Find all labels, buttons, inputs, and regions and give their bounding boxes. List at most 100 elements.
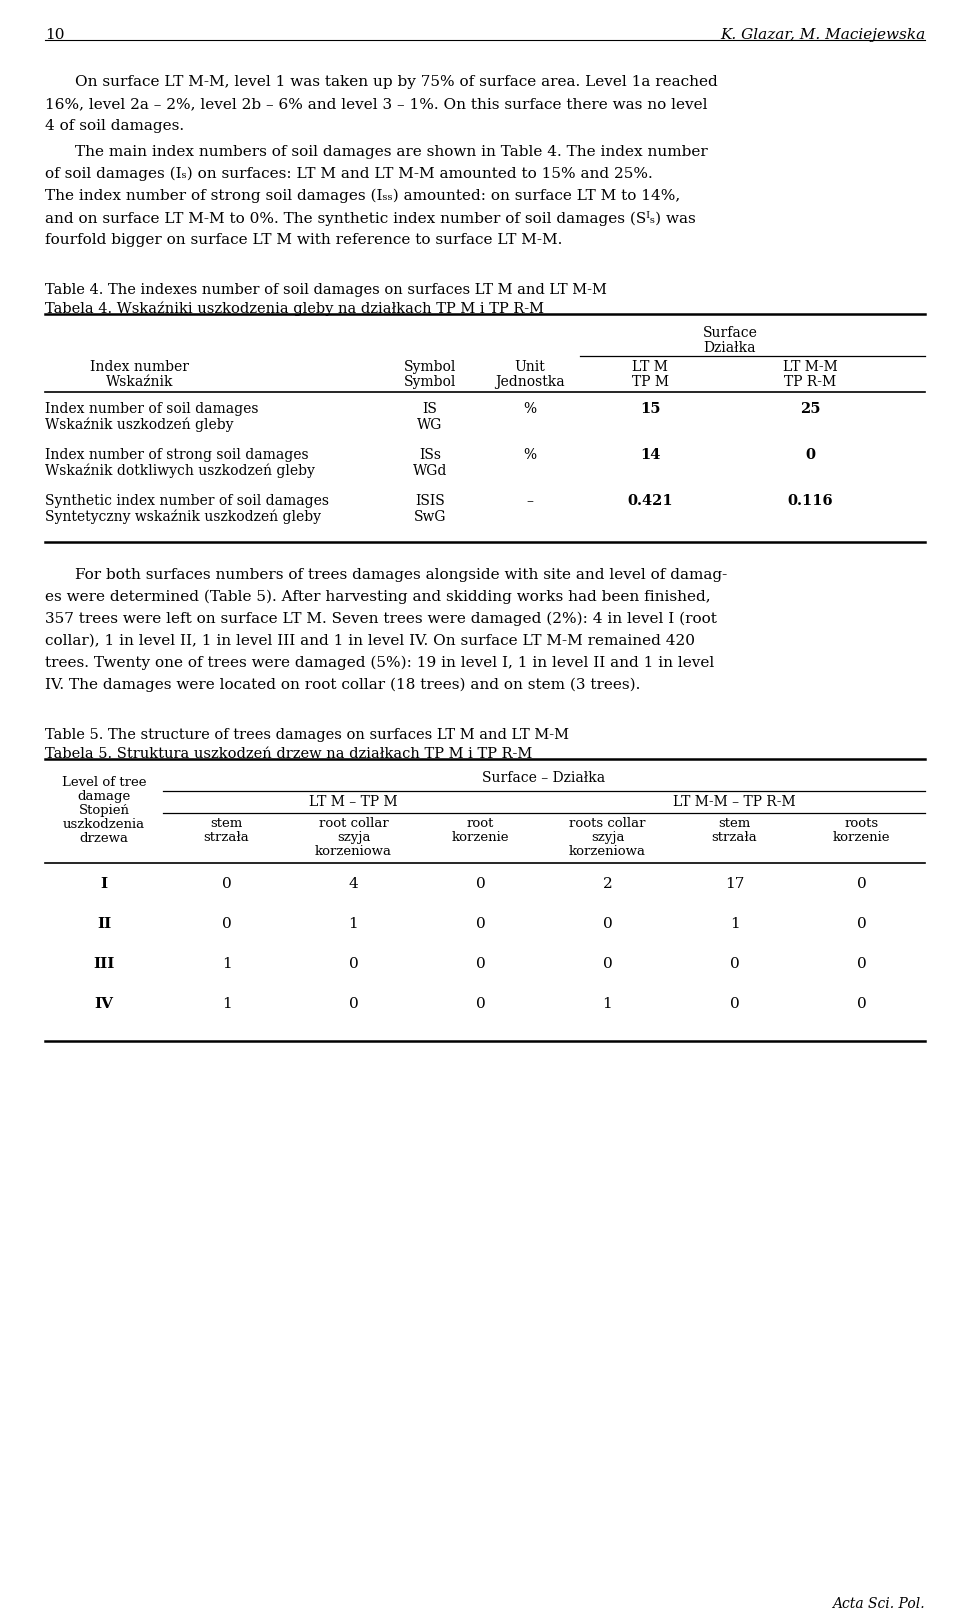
Text: 0: 0 — [348, 957, 358, 972]
Text: The index number of strong soil damages (Iₛₛ) amounted: on surface LT M to 14%,: The index number of strong soil damages … — [45, 189, 681, 203]
Text: Index number of strong soil damages: Index number of strong soil damages — [45, 449, 308, 462]
Text: 0: 0 — [856, 876, 866, 891]
Text: 0: 0 — [475, 917, 486, 931]
Text: trees. Twenty one of trees were damaged (5%): 19 in level I, 1 in level II and 1: trees. Twenty one of trees were damaged … — [45, 655, 714, 670]
Text: Wskaźnik dotkliwych uszkodzeń gleby: Wskaźnik dotkliwych uszkodzeń gleby — [45, 463, 315, 478]
Text: III: III — [93, 957, 114, 972]
Text: 4 of soil damages.: 4 of soil damages. — [45, 119, 184, 132]
Text: ISIS: ISIS — [415, 494, 444, 508]
Text: Działka: Działka — [704, 341, 756, 355]
Text: LT M-M – TP R-M: LT M-M – TP R-M — [673, 796, 796, 809]
Text: Tabela 4. Wskaźniki uszkodzenia gleby na działkach TP M i TP R-M: Tabela 4. Wskaźniki uszkodzenia gleby na… — [45, 302, 544, 316]
Text: 0.421: 0.421 — [627, 494, 673, 508]
Text: LT M: LT M — [632, 360, 668, 374]
Text: 14: 14 — [639, 449, 660, 462]
Text: 0: 0 — [856, 917, 866, 931]
Text: 1: 1 — [603, 997, 612, 1010]
Text: collar), 1 in level II, 1 in level III and 1 in level IV. On surface LT M-M rema: collar), 1 in level II, 1 in level III a… — [45, 634, 695, 647]
Text: ISs: ISs — [419, 449, 441, 462]
Text: TP M: TP M — [632, 374, 668, 389]
Text: roots collar: roots collar — [569, 817, 646, 830]
Text: Table 4. The indexes number of soil damages on surfaces LT M and LT M-M: Table 4. The indexes number of soil dama… — [45, 282, 607, 297]
Text: 1: 1 — [348, 917, 358, 931]
Text: %: % — [523, 402, 537, 416]
Text: 1: 1 — [222, 997, 231, 1010]
Text: For both surfaces numbers of trees damages alongside with site and level of dama: For both surfaces numbers of trees damag… — [75, 568, 728, 583]
Text: fourfold bigger on surface LT M with reference to surface LT M-M.: fourfold bigger on surface LT M with ref… — [45, 232, 563, 247]
Text: root: root — [467, 817, 494, 830]
Text: Symbol: Symbol — [404, 374, 456, 389]
Text: I: I — [101, 876, 108, 891]
Text: 4: 4 — [348, 876, 358, 891]
Text: %: % — [523, 449, 537, 462]
Text: Wskaźnik: Wskaźnik — [107, 374, 174, 389]
Text: Synthetic index number of soil damages: Synthetic index number of soil damages — [45, 494, 329, 508]
Text: 0: 0 — [222, 876, 231, 891]
Text: On surface LT M-M, level 1 was taken up by 75% of surface area. Level 1a reached: On surface LT M-M, level 1 was taken up … — [75, 74, 718, 89]
Text: 15: 15 — [639, 402, 660, 416]
Text: Surface: Surface — [703, 326, 757, 341]
Text: –: – — [526, 494, 534, 508]
Text: 0: 0 — [475, 997, 486, 1010]
Text: Jednostka: Jednostka — [495, 374, 564, 389]
Text: szyja: szyja — [337, 831, 371, 844]
Text: Tabela 5. Struktura uszkodzeń drzew na działkach TP M i TP R-M: Tabela 5. Struktura uszkodzeń drzew na d… — [45, 747, 532, 760]
Text: root collar: root collar — [319, 817, 389, 830]
Text: IV: IV — [94, 997, 113, 1010]
Text: Unit: Unit — [515, 360, 545, 374]
Text: 0: 0 — [856, 997, 866, 1010]
Text: Stopień: Stopień — [79, 804, 130, 817]
Text: 0: 0 — [805, 449, 815, 462]
Text: korzeniowa: korzeniowa — [569, 846, 646, 859]
Text: Syntetyczny wskaźnik uszkodzeń gleby: Syntetyczny wskaźnik uszkodzeń gleby — [45, 510, 321, 525]
Text: 1: 1 — [730, 917, 739, 931]
Text: Index number of soil damages: Index number of soil damages — [45, 402, 258, 416]
Text: 0: 0 — [856, 957, 866, 972]
Text: korzenie: korzenie — [832, 831, 890, 844]
Text: 1: 1 — [222, 957, 231, 972]
Text: drzewa: drzewa — [80, 831, 129, 846]
Text: 2: 2 — [603, 876, 612, 891]
Text: and on surface LT M-M to 0%. The synthetic index number of soil damages (Sᴵₛ) wa: and on surface LT M-M to 0%. The synthet… — [45, 211, 696, 226]
Text: damage: damage — [78, 789, 131, 804]
Text: 0: 0 — [730, 957, 739, 972]
Text: 0: 0 — [730, 997, 739, 1010]
Text: Symbol: Symbol — [404, 360, 456, 374]
Text: 16%, level 2a – 2%, level 2b – 6% and level 3 – 1%. On this surface there was no: 16%, level 2a – 2%, level 2b – 6% and le… — [45, 97, 708, 111]
Text: strzała: strzała — [204, 831, 250, 844]
Text: 10: 10 — [45, 27, 64, 42]
Text: 0: 0 — [603, 957, 612, 972]
Text: K. Glazar, M. Maciejewska: K. Glazar, M. Maciejewska — [720, 27, 925, 42]
Text: Level of tree: Level of tree — [61, 776, 146, 789]
Text: strzała: strzała — [711, 831, 757, 844]
Text: 0: 0 — [475, 957, 486, 972]
Text: Acta Sci. Pol.: Acta Sci. Pol. — [832, 1596, 925, 1611]
Text: stem: stem — [718, 817, 751, 830]
Text: roots: roots — [845, 817, 878, 830]
Text: 0: 0 — [603, 917, 612, 931]
Text: korzenie: korzenie — [452, 831, 509, 844]
Text: SwG: SwG — [414, 510, 446, 525]
Text: TP R-M: TP R-M — [784, 374, 836, 389]
Text: IV. The damages were located on root collar (18 trees) and on stem (3 trees).: IV. The damages were located on root col… — [45, 678, 640, 692]
Text: szyja: szyja — [590, 831, 624, 844]
Text: of soil damages (Iₛ) on surfaces: LT M and LT M-M amounted to 15% and 25%.: of soil damages (Iₛ) on surfaces: LT M a… — [45, 166, 653, 181]
Text: 25: 25 — [800, 402, 820, 416]
Text: IS: IS — [422, 402, 438, 416]
Text: LT M-M: LT M-M — [782, 360, 837, 374]
Text: es were determined (Table 5). After harvesting and skidding works had been finis: es were determined (Table 5). After harv… — [45, 591, 710, 604]
Text: korzeniowa: korzeniowa — [315, 846, 392, 859]
Text: stem: stem — [210, 817, 243, 830]
Text: 0: 0 — [348, 997, 358, 1010]
Text: Surface – Działka: Surface – Działka — [483, 771, 606, 784]
Text: 0: 0 — [222, 917, 231, 931]
Text: II: II — [97, 917, 111, 931]
Text: Table 5. The structure of trees damages on surfaces LT M and LT M-M: Table 5. The structure of trees damages … — [45, 728, 569, 742]
Text: LT M – TP M: LT M – TP M — [309, 796, 397, 809]
Text: 17: 17 — [725, 876, 744, 891]
Text: uszkodzenia: uszkodzenia — [63, 818, 145, 831]
Text: Index number: Index number — [90, 360, 189, 374]
Text: 0.116: 0.116 — [787, 494, 833, 508]
Text: 0: 0 — [475, 876, 486, 891]
Text: WG: WG — [418, 418, 443, 433]
